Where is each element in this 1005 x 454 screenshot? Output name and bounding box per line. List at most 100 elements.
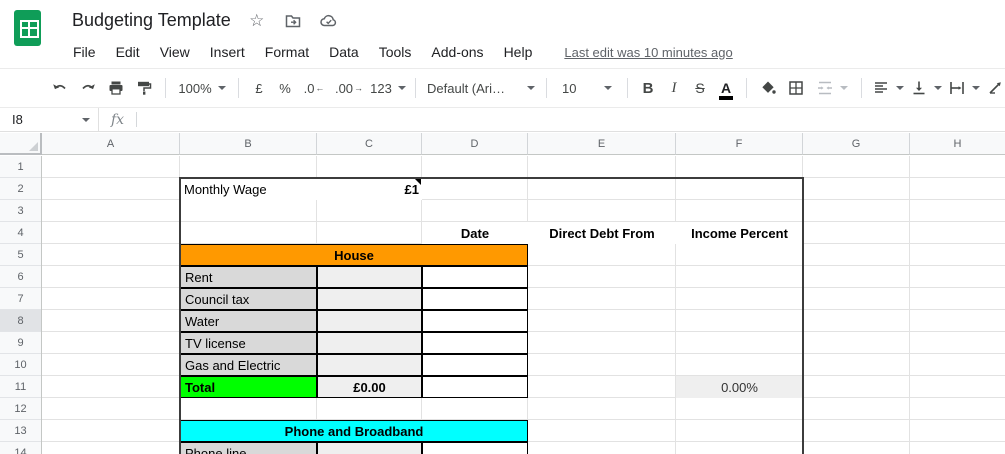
italic-button[interactable]: I [671, 79, 677, 96]
cell-f4-income-percent-header[interactable]: Income Percent [676, 222, 803, 244]
document-title[interactable]: Budgeting Template [72, 10, 231, 30]
divider [165, 78, 166, 98]
merge-cells-icon[interactable] [810, 75, 854, 101]
cell-b11-total[interactable]: Total [180, 376, 317, 398]
font-select[interactable]: Default (Ari… [423, 75, 539, 101]
cell-b14-phone-item[interactable]: Phone line [180, 442, 317, 454]
cell-house-section-header[interactable]: House [180, 244, 528, 266]
row-header-2[interactable]: 2 [0, 178, 41, 200]
menu-insert[interactable]: Insert [209, 44, 245, 60]
divider [546, 78, 547, 98]
cell-b7-council-tax[interactable]: Council tax [180, 288, 317, 310]
cell-e4-direct-debt-header[interactable]: Direct Debt From [528, 222, 676, 244]
cell-d8[interactable] [422, 310, 528, 332]
text-color-button[interactable]: A [718, 80, 734, 100]
column-header-e[interactable]: E [528, 133, 676, 155]
row-header-11[interactable]: 11 [0, 376, 41, 398]
strikethrough-button[interactable]: S [695, 80, 705, 96]
chevron-down-icon [896, 86, 904, 90]
row-header-9[interactable]: 9 [0, 332, 41, 354]
decrease-decimal-button[interactable]: .0 ← [303, 80, 325, 96]
increase-decimal-button[interactable]: .00 → [334, 80, 364, 96]
cell-d11[interactable] [422, 376, 528, 398]
cell-b9-tv-license[interactable]: TV license [180, 332, 317, 354]
cell-d14[interactable] [422, 442, 528, 454]
cell-d7[interactable] [422, 288, 528, 310]
name-box[interactable]: I8 [0, 112, 98, 127]
cell-b8-water[interactable]: Water [180, 310, 317, 332]
menu-format[interactable]: Format [264, 44, 310, 60]
cell-c7[interactable] [317, 288, 422, 310]
format-percent-button[interactable]: % [279, 80, 291, 96]
column-header-g[interactable]: G [803, 133, 910, 155]
spreadsheet-grid[interactable]: 1 2 3 4 5 6 7 8 9 10 11 12 13 14 Monthly… [0, 156, 1005, 454]
menu-file[interactable]: File [73, 44, 96, 60]
cell-b2-monthly-wage[interactable]: Monthly Wage [180, 178, 317, 200]
horizontal-align-icon[interactable] [869, 75, 907, 101]
borders-icon[interactable] [782, 75, 810, 101]
row-header-3[interactable]: 3 [0, 200, 41, 222]
cell-c2-wage-value[interactable]: £1 [317, 178, 422, 200]
divider [415, 78, 416, 98]
format-currency-button[interactable]: £ [255, 80, 263, 96]
cell-c10[interactable] [317, 354, 422, 376]
menu-view[interactable]: View [159, 44, 190, 60]
sheets-logo-icon[interactable] [14, 10, 41, 46]
cell-c14[interactable] [317, 442, 422, 454]
undo-icon[interactable] [46, 75, 74, 101]
cell-d10[interactable] [422, 354, 528, 376]
column-header-a[interactable]: A [42, 133, 180, 155]
cell-c11-total-value[interactable]: £0.00 [317, 376, 422, 398]
chevron-down-icon [397, 86, 406, 90]
bold-button[interactable]: B [642, 79, 654, 97]
fill-color-icon[interactable] [754, 75, 782, 101]
redo-icon[interactable] [74, 75, 102, 101]
font-size-select[interactable]: 10 [554, 75, 620, 101]
row-header-5[interactable]: 5 [0, 244, 41, 266]
text-rotation-icon[interactable] [983, 75, 1005, 101]
cell-d6[interactable] [422, 266, 528, 288]
column-header-b[interactable]: B [180, 133, 317, 155]
cell-f11-income-percent-value[interactable]: 0.00% [676, 376, 803, 398]
row-header-4[interactable]: 4 [0, 222, 41, 244]
chevron-down-icon [604, 86, 612, 90]
cell-c6[interactable] [317, 266, 422, 288]
row-header-13[interactable]: 13 [0, 420, 41, 442]
menu-addons[interactable]: Add-ons [431, 44, 484, 60]
row-header-14[interactable]: 14 [0, 442, 41, 454]
row-header-12[interactable]: 12 [0, 398, 41, 420]
row-header-6[interactable]: 6 [0, 266, 41, 288]
last-edit-link[interactable]: Last edit was 10 minutes ago [564, 44, 733, 60]
menu-data[interactable]: Data [329, 44, 359, 60]
star-icon[interactable]: ☆ [249, 10, 265, 30]
paint-format-icon[interactable] [130, 75, 158, 101]
cell-d9[interactable] [422, 332, 528, 354]
cell-c8[interactable] [317, 310, 422, 332]
menu-help[interactable]: Help [503, 44, 533, 60]
column-header-c[interactable]: C [317, 133, 422, 155]
cell-phone-section-header[interactable]: Phone and Broadband [180, 420, 528, 442]
select-all-corner[interactable] [0, 133, 42, 155]
column-header-d[interactable]: D [422, 133, 528, 155]
menu-tools[interactable]: Tools [378, 44, 412, 60]
row-header-8-selected[interactable]: 8 [0, 310, 41, 332]
cell-c9[interactable] [317, 332, 422, 354]
menu-edit[interactable]: Edit [115, 44, 140, 60]
divider [861, 78, 862, 98]
column-header-h[interactable]: H [910, 133, 1005, 155]
print-icon[interactable] [102, 75, 130, 101]
cell-d4-date-header[interactable]: Date [422, 222, 528, 244]
divider [238, 78, 239, 98]
cell-b6-rent[interactable]: Rent [180, 266, 317, 288]
cloud-saved-icon[interactable] [319, 11, 339, 31]
row-header-1[interactable]: 1 [0, 156, 41, 178]
row-header-7[interactable]: 7 [0, 288, 41, 310]
vertical-align-icon[interactable] [907, 75, 945, 101]
more-formats-button[interactable]: 123 [368, 75, 408, 101]
column-header-f[interactable]: F [676, 133, 803, 155]
zoom-select[interactable]: 100% [173, 75, 231, 101]
row-header-10[interactable]: 10 [0, 354, 41, 376]
cell-b10-gas-electric[interactable]: Gas and Electric [180, 354, 317, 376]
text-wrap-icon[interactable] [945, 75, 983, 101]
move-to-drive-icon[interactable] [283, 11, 303, 31]
